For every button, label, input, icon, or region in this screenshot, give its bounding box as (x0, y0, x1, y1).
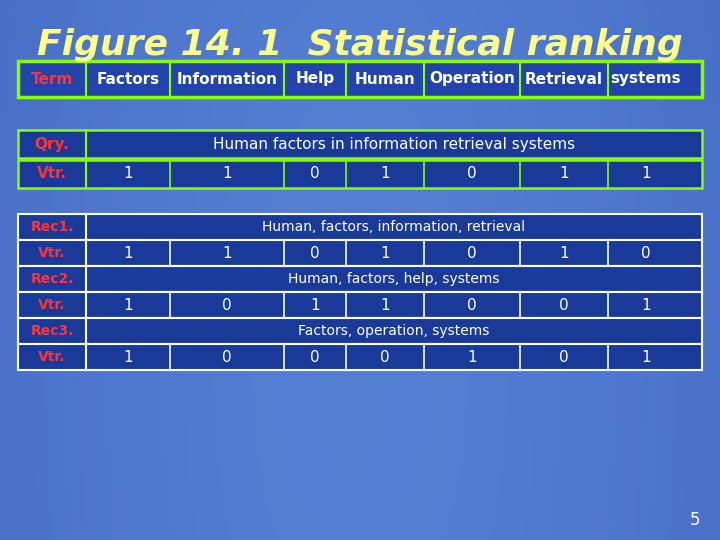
Text: Rec1.: Rec1. (30, 220, 73, 234)
Text: 1: 1 (642, 166, 651, 181)
Text: Vtr.: Vtr. (38, 298, 66, 312)
Text: 0: 0 (310, 166, 320, 181)
Text: Vtr.: Vtr. (38, 246, 66, 260)
Text: 1: 1 (310, 298, 320, 313)
Text: 0: 0 (222, 349, 232, 364)
Text: 1: 1 (380, 298, 390, 313)
Text: Qry.: Qry. (35, 137, 69, 152)
Text: 1: 1 (222, 166, 232, 181)
Text: Help: Help (295, 71, 335, 86)
Text: 1: 1 (380, 166, 390, 181)
Text: Factors: Factors (96, 71, 160, 86)
Text: 1: 1 (123, 349, 132, 364)
Text: Operation: Operation (429, 71, 515, 86)
Text: 1: 1 (123, 298, 132, 313)
Text: 1: 1 (642, 298, 651, 313)
Text: Factors, operation, systems: Factors, operation, systems (298, 324, 490, 338)
FancyBboxPatch shape (18, 214, 702, 240)
Text: 0: 0 (559, 349, 569, 364)
Text: 1: 1 (559, 246, 569, 260)
Text: 0: 0 (642, 246, 651, 260)
Text: Rec3.: Rec3. (30, 324, 73, 338)
Text: 1: 1 (222, 246, 232, 260)
Text: Human, factors, information, retrieval: Human, factors, information, retrieval (262, 220, 526, 234)
Text: Human factors in information retrieval systems: Human factors in information retrieval s… (213, 137, 575, 152)
FancyBboxPatch shape (18, 292, 702, 318)
Text: 1: 1 (123, 246, 132, 260)
Text: 0: 0 (310, 349, 320, 364)
Text: 1: 1 (642, 349, 651, 364)
Text: 1: 1 (380, 246, 390, 260)
Text: 1: 1 (467, 349, 477, 364)
Text: 0: 0 (222, 298, 232, 313)
Text: 0: 0 (310, 246, 320, 260)
Text: 0: 0 (380, 349, 390, 364)
Text: 5: 5 (690, 511, 701, 529)
Text: Vtr.: Vtr. (37, 166, 67, 181)
Text: Human, factors, help, systems: Human, factors, help, systems (288, 272, 500, 286)
Text: Human: Human (355, 71, 415, 86)
FancyBboxPatch shape (18, 240, 702, 266)
Text: 0: 0 (467, 166, 477, 181)
Text: Rec2.: Rec2. (30, 272, 73, 286)
FancyBboxPatch shape (18, 61, 702, 97)
Text: 0: 0 (467, 298, 477, 313)
FancyBboxPatch shape (18, 266, 702, 292)
Text: Retrieval: Retrieval (525, 71, 603, 86)
Text: Information: Information (176, 71, 277, 86)
FancyBboxPatch shape (18, 344, 702, 370)
Text: systems: systems (611, 71, 681, 86)
Text: 0: 0 (467, 246, 477, 260)
FancyBboxPatch shape (18, 318, 702, 344)
Text: Term: Term (31, 71, 73, 86)
Text: Vtr.: Vtr. (38, 350, 66, 364)
FancyBboxPatch shape (18, 160, 702, 188)
Text: 1: 1 (123, 166, 132, 181)
FancyBboxPatch shape (18, 130, 702, 158)
Text: 1: 1 (559, 166, 569, 181)
Text: Figure 14. 1  Statistical ranking: Figure 14. 1 Statistical ranking (37, 28, 683, 62)
Text: 0: 0 (559, 298, 569, 313)
